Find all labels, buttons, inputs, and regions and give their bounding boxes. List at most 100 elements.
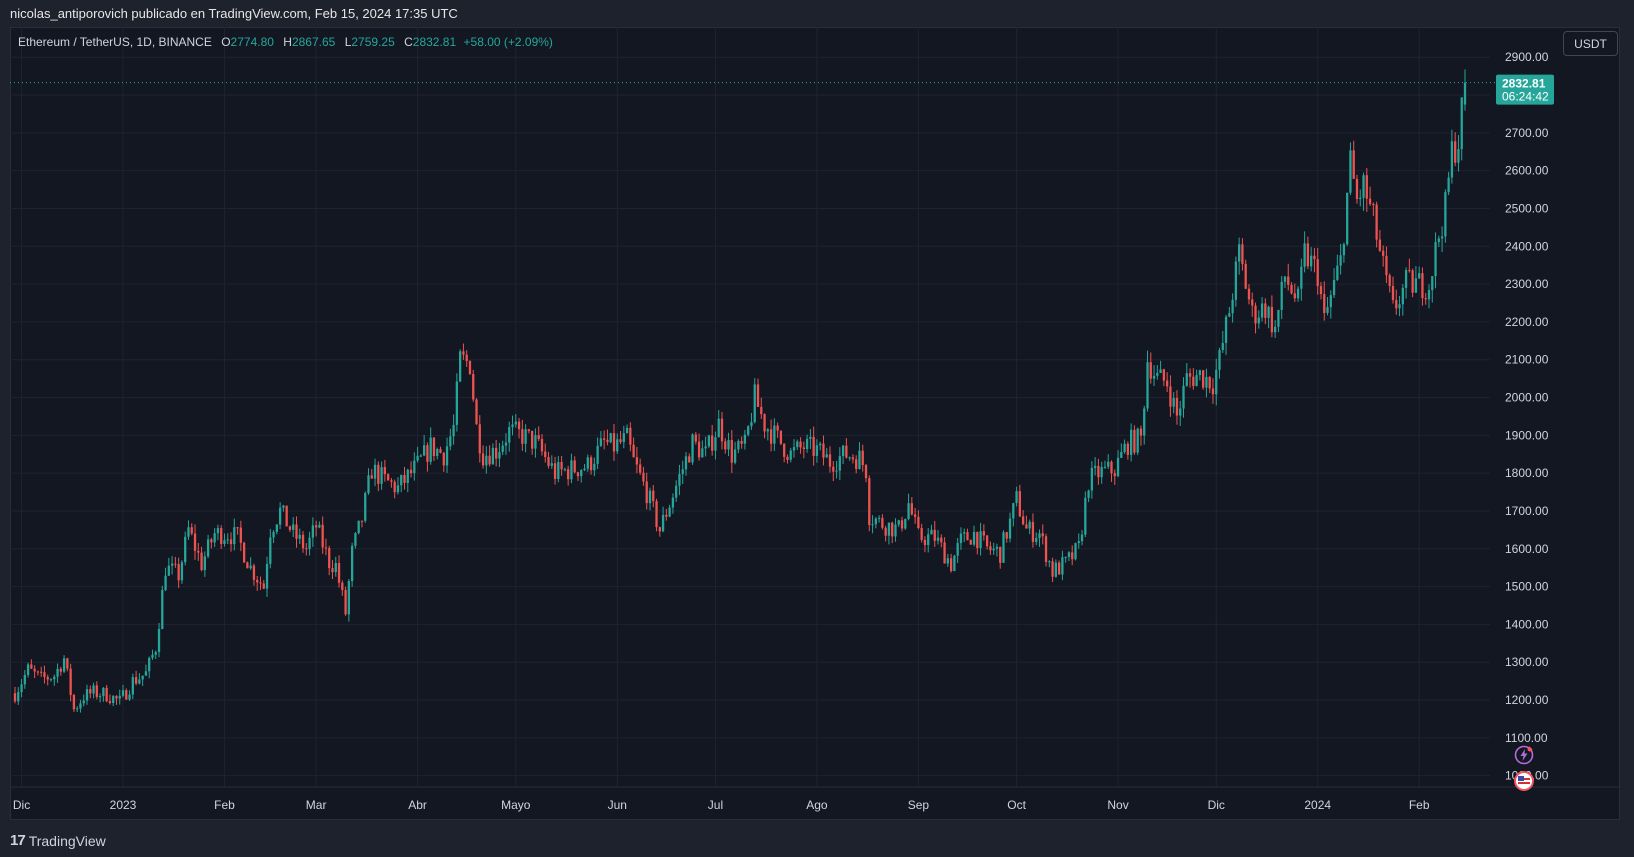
candle-body: [786, 456, 789, 460]
candle-body: [661, 514, 665, 532]
candle-body: [1044, 536, 1048, 563]
candle-body: [177, 564, 180, 581]
candle-body: [1054, 562, 1058, 577]
candle-body: [1424, 298, 1427, 300]
time-axis[interactable]: Dic 2023 Feb Mar Abr Mayo Jun Jul Ago Sep Oct Nov Di…: [10, 786, 1620, 812]
candle-body: [851, 457, 855, 460]
candle-body: [1306, 243, 1310, 267]
candle-body: [524, 429, 527, 444]
candle-body: [79, 703, 82, 709]
candle-body: [246, 562, 249, 569]
tradingview-logo[interactable]: 17 TradingView: [10, 832, 106, 849]
candle-body: [1460, 97, 1463, 150]
candle-body: [1139, 428, 1143, 436]
candle-body: [1152, 375, 1156, 379]
candle-body: [508, 427, 511, 443]
candle-body: [976, 531, 979, 549]
candle-body: [350, 545, 354, 582]
candle-body: [1221, 343, 1224, 350]
candle-body: [730, 440, 733, 463]
candle-body: [210, 539, 213, 543]
candle-body: [1149, 362, 1152, 379]
candle-body: [763, 414, 766, 432]
candle-body: [1012, 503, 1015, 519]
candle-body: [462, 351, 465, 355]
candle-body: [1293, 293, 1296, 299]
open-value: 2774.80: [230, 35, 274, 49]
candle-body: [1018, 491, 1021, 517]
candle-body: [337, 563, 341, 583]
candle-body: [963, 532, 966, 534]
candle-body: [318, 524, 321, 528]
candle-body: [17, 692, 20, 702]
candle-body: [635, 457, 639, 465]
low-label: L: [344, 35, 352, 49]
candle-body: [779, 430, 783, 444]
candle-body: [622, 433, 625, 443]
candle-body: [213, 533, 216, 543]
lightning-icon[interactable]: [1514, 745, 1534, 765]
price-tick-label: 1500.00: [1505, 580, 1549, 594]
candle-body: [1057, 562, 1061, 575]
candle-body: [1457, 149, 1460, 163]
price-tick-label: 2200.00: [1505, 315, 1549, 329]
price-tick-label: 2600.00: [1505, 164, 1549, 178]
candle-body: [478, 424, 481, 454]
candle-body: [1123, 443, 1126, 452]
candle-body: [455, 381, 459, 425]
candle-body: [161, 589, 164, 629]
candle-body: [72, 694, 76, 710]
candle-body: [904, 518, 907, 529]
candle-body: [838, 456, 841, 471]
candle-body: [292, 524, 295, 530]
candle-body: [1395, 300, 1398, 309]
currency-button[interactable]: USDT: [1563, 31, 1618, 56]
candle-body: [125, 690, 128, 700]
candle-body: [1175, 397, 1179, 416]
candle-body: [1339, 255, 1342, 266]
chart-pane[interactable]: [10, 27, 1620, 820]
candle-body: [1120, 451, 1123, 458]
candle-body: [1362, 175, 1365, 198]
price-axis[interactable]: 1000.001100.001200.001300.001400.001500.…: [1505, 50, 1549, 782]
candle-body: [85, 689, 89, 701]
candle-body: [531, 430, 534, 449]
candle-body: [1463, 82, 1467, 105]
candle-body: [511, 424, 514, 428]
price-tick-label: 1100.00: [1505, 731, 1548, 745]
candle-body: [468, 361, 472, 374]
candle-body: [396, 485, 400, 493]
candle-body: [658, 527, 661, 532]
candle-body: [1087, 490, 1090, 498]
candle-body: [540, 438, 544, 452]
price-tick-label: 1400.00: [1505, 617, 1549, 631]
candle-body: [1326, 307, 1329, 313]
candle-body: [668, 507, 671, 517]
candle-body: [956, 543, 959, 556]
us-flag-icon[interactable]: [1514, 771, 1534, 791]
candle-body: [30, 664, 33, 669]
candle-body: [1133, 429, 1136, 453]
candle-body: [121, 690, 125, 696]
candle-body: [1067, 552, 1071, 558]
time-tick-label: Sep: [908, 798, 930, 812]
candle-body: [62, 658, 66, 672]
candle-body: [95, 685, 98, 697]
price-tick-label: 2500.00: [1505, 201, 1549, 215]
candle-body: [593, 463, 596, 471]
candle-body: [445, 446, 449, 466]
candle-body: [259, 582, 262, 584]
candle-body: [910, 503, 913, 515]
candle-body: [1290, 284, 1293, 294]
candle-body: [1185, 373, 1188, 386]
candle-body: [1162, 369, 1166, 381]
candle-body: [805, 438, 809, 450]
candle-body: [272, 531, 275, 538]
candle-body: [1260, 303, 1264, 318]
candle-body: [1202, 370, 1205, 388]
candle-body: [1365, 175, 1368, 199]
candlestick-chart[interactable]: 1000.001100.001200.001300.001400.001500.…: [10, 27, 1620, 820]
candle-body: [940, 537, 943, 543]
candle-body: [92, 685, 95, 694]
candle-body: [1224, 316, 1228, 344]
